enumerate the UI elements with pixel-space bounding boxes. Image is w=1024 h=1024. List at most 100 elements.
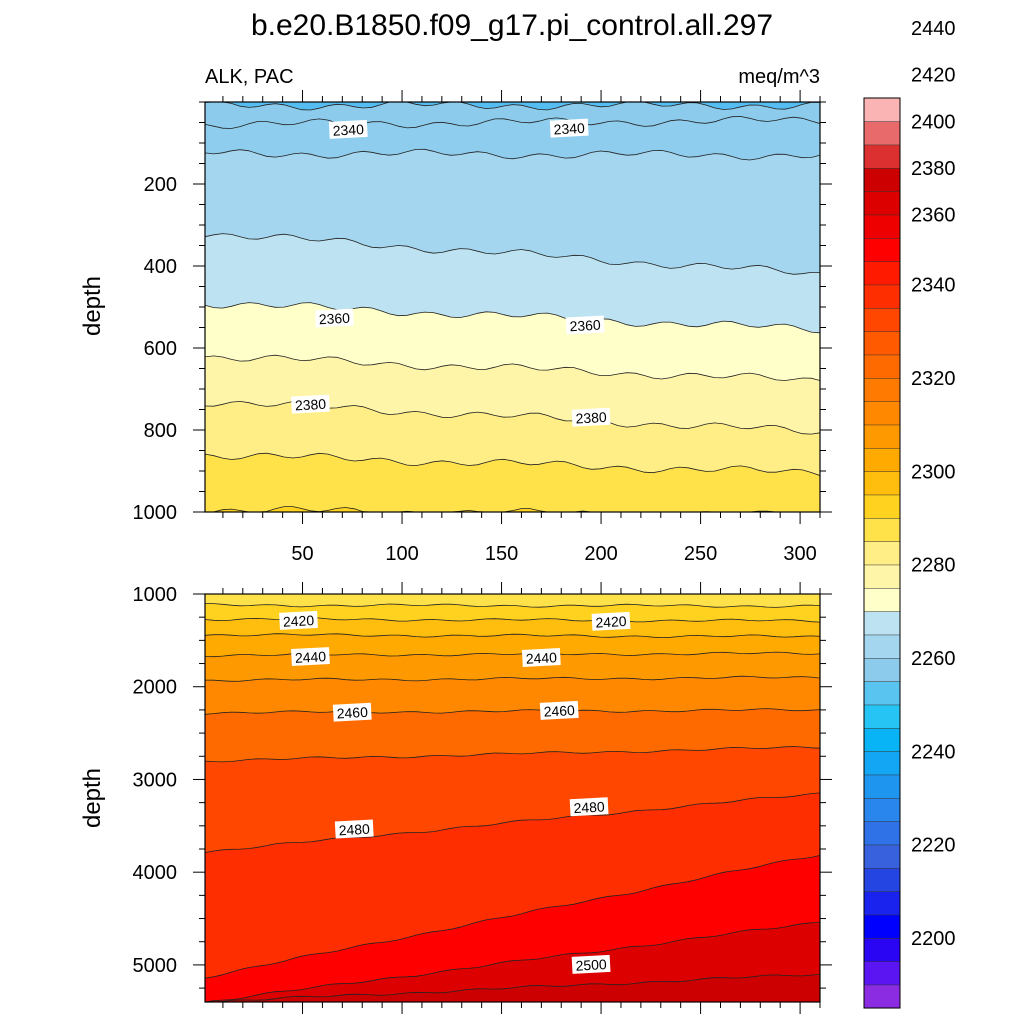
bottom-ticks: 1000 2000 3000 4000 5000	[133, 582, 832, 1014]
top-fills	[205, 102, 820, 512]
top-contour-label: 2360	[314, 308, 354, 328]
colorbar-box	[863, 307, 901, 332]
top-contour-2340	[205, 116, 820, 129]
top-x-tick-label: 50	[291, 543, 313, 565]
bottom-contour-label: 2480	[569, 797, 609, 817]
colorbar-box	[863, 121, 901, 146]
bottom-contour-2440	[205, 675, 820, 682]
svg-text:2340: 2340	[553, 120, 585, 138]
top-y-tick-label: 400	[144, 256, 177, 278]
bottom-frame	[204, 593, 821, 1003]
top-y-tick-label: 1000	[133, 502, 178, 524]
bottom-contour-label: 2500	[571, 954, 611, 974]
colorbar-tick-label: 2400	[911, 111, 956, 133]
top-contour-2390	[205, 452, 820, 476]
colorbar-box	[863, 261, 901, 286]
top-contour-2350	[205, 233, 820, 275]
svg-text:2420: 2420	[283, 612, 315, 630]
colorbar-tick-label: 2320	[911, 368, 956, 390]
colorbar-box	[863, 797, 901, 822]
colorbar-box	[863, 517, 901, 542]
colorbar-box	[863, 284, 901, 309]
bottom-contour-2450	[205, 708, 820, 715]
bottom-y-tick-label: 2000	[133, 677, 178, 699]
bottom-contour-label: 2440	[521, 647, 561, 667]
units-label: meq/m^3	[738, 66, 820, 88]
colorbar-box	[863, 867, 901, 892]
svg-text:2420: 2420	[595, 613, 627, 631]
top-contour-labels: 2340 2340 2360 2360 2380 2380	[291, 118, 611, 427]
top-band-2390	[205, 453, 820, 512]
colorbar-tick-label: 2380	[911, 158, 956, 180]
bottom-contour-label: 2420	[279, 610, 318, 630]
colorbar-box	[863, 937, 901, 962]
colorbar-box	[863, 377, 901, 402]
colorbar-box	[863, 704, 901, 729]
colorbar-box	[863, 331, 901, 356]
top-contour-2345	[205, 148, 820, 161]
top-x-tick-label: 300	[783, 543, 816, 565]
colorbar-tick-label: 2240	[911, 741, 956, 763]
colorbar-box	[863, 191, 901, 216]
colorbar-box	[863, 471, 901, 496]
bottom-contour-label: 2440	[291, 647, 330, 667]
colorbar-box	[863, 821, 901, 846]
colorbar-tick-label: 2200	[911, 928, 956, 950]
bottom-y-tick-label: 5000	[133, 955, 178, 977]
bottom-contour-2490	[205, 922, 820, 1002]
top-contour-label: 2380	[571, 407, 611, 427]
colorbar-box	[863, 424, 901, 449]
top-contour-label: 2340	[328, 119, 368, 139]
top-contour-2360	[205, 302, 820, 334]
colorbar-box	[863, 961, 901, 986]
svg-text:2480: 2480	[338, 821, 370, 839]
colorbar-box	[863, 751, 901, 776]
bottom-panel-y-axis-label: depth	[79, 768, 106, 828]
colorbar-box	[863, 611, 901, 636]
bottom-contour-2460	[205, 746, 820, 763]
bottom-contour-label: 2480	[334, 819, 374, 839]
colorbar-box	[863, 587, 901, 612]
colorbar-box	[863, 681, 901, 706]
bottom-contour-label: 2420	[591, 611, 631, 631]
bottom-contour-lines	[205, 603, 820, 1002]
top-ticks: 200 400 600 800 1000 50 100 150 200 250 300	[133, 90, 832, 565]
top-x-tick-label: 250	[684, 543, 717, 565]
svg-text:2440: 2440	[295, 648, 327, 666]
svg-text:2360: 2360	[569, 317, 601, 335]
bottom-contour-2405	[205, 603, 820, 608]
top-x-tick-label: 150	[485, 543, 518, 565]
top-y-tick-label: 200	[144, 174, 177, 196]
colorbar-box	[863, 657, 901, 682]
bottom-y-tick-label: 4000	[133, 862, 178, 884]
svg-text:2480: 2480	[573, 798, 605, 816]
colorbar-box	[863, 447, 901, 472]
bottom-fills	[205, 594, 820, 1002]
colorbar-box	[863, 144, 901, 169]
bottom-contour-2500	[205, 973, 820, 1002]
colorbar-box	[863, 891, 901, 916]
bottom-contour-2470	[205, 792, 820, 853]
svg-text:2380: 2380	[575, 409, 607, 427]
colorbar-box	[863, 541, 901, 566]
colorbar-box	[863, 727, 901, 752]
svg-text:2500: 2500	[575, 956, 607, 974]
top-x-tick-label: 100	[385, 543, 418, 565]
bottom-contour-label: 2460	[539, 700, 579, 720]
colorbar-box	[863, 401, 901, 426]
bottom-contour-2480	[205, 855, 820, 979]
bottom-panel: 1000 2000 3000 4000 5000 2420 2420 2440 2440 2460…	[133, 582, 832, 1014]
bottom-contour-labels: 2420 2420 2440 2440 2460 2460 2480 2480 2500	[279, 610, 631, 974]
bottom-y-tick-label: 1000	[133, 584, 178, 606]
colorbar-box	[863, 97, 901, 122]
top-y-tick-label: 600	[144, 338, 177, 360]
colorbar-tick-label: 2420	[911, 65, 956, 87]
colorbar-box	[863, 564, 901, 589]
svg-text:2460: 2460	[543, 702, 575, 720]
svg-text:2440: 2440	[525, 649, 557, 667]
colorbar: 2200 2220 2240 2260 2280 2300 2320 2340 2360 2380…	[863, 18, 956, 1009]
svg-text:2380: 2380	[295, 396, 327, 414]
colorbar-box	[863, 354, 901, 379]
bottom-contour-label: 2460	[332, 702, 372, 722]
